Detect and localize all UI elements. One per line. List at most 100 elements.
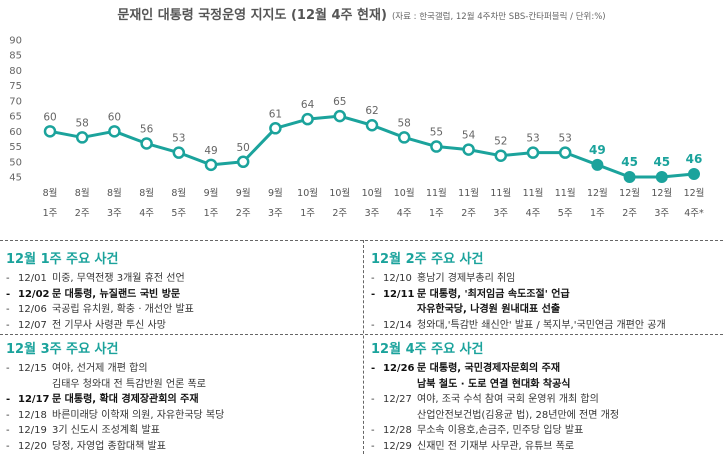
x-tick-week: 3주 [268,208,283,219]
event-item: -12/02 문 대통령, 뉴질랜드 국빈 방문 [6,287,358,303]
events-panel-title: 12월 1주 주요 사건 [6,252,119,267]
event-item: -12/29 신재민 전 기재부 사무관, 유튜브 폭로 [371,439,721,454]
data-label: 60 [43,111,56,123]
x-tick-week: 1주 [204,208,219,219]
y-tick-label: 45 [9,173,22,184]
event-bullet: - [371,288,376,300]
event-bullet: - [371,440,375,452]
data-label: 58 [398,117,411,129]
event-text-continued: 김태우 청와대 전 특감반원 언론 폭로 [52,378,206,390]
event-bullet: - [6,273,10,284]
event-item: -12/28 무소속 이용호,손금주, 민주당 입당 발표 [371,423,721,439]
event-bullet: - [371,394,375,405]
event-date: 12/06 [18,304,47,315]
event-text: 문 대통령, 확대 경제장관회의 주재 [52,394,199,405]
x-tick-week: 3주 [107,208,122,219]
x-tick-month: 10월 [329,187,350,199]
event-bullet: - [6,304,10,315]
data-label: 52 [494,136,507,148]
divider-vertical [363,240,364,454]
event-item: -12/14 청와대,'특감반 쇄신안' 발표 / 복지부,'국민연금 개편안 공… [371,318,721,334]
y-tick-label: 55 [9,142,22,153]
events-panel-week1: 12월 1주 주요 사건 -12/01 미중, 무역전쟁 3개월 휴전 선언 -12/… [6,248,358,333]
data-label: 53 [526,133,539,145]
event-item: -12/11 문 대통령, '최저임금 속도조절' 언급 [371,287,721,303]
event-text: 당정, 자영업 종합대책 발표 [52,440,166,452]
x-tick-week: 5주 [171,208,186,219]
event-bullet: - [6,319,10,331]
chart-header: 문재인 대통령 국정운영 지지도 (12월 4주 현재) (자료 : 한국갤럽,… [0,4,723,23]
x-tick-month: 12월 [587,187,608,199]
data-point [43,125,57,138]
x-tick-week: 4주 [526,208,541,219]
x-tick-month: 11월 [490,187,511,199]
data-point [623,171,636,183]
data-label: 55 [430,127,443,139]
events-panel-title: 12월 2주 주요 사건 [371,252,484,267]
data-point [655,171,668,183]
event-item: -12/17 문 대통령, 확대 경제장관회의 주재 [6,392,358,408]
event-date: 12/15 [18,363,47,374]
data-point [108,125,121,138]
data-label: 54 [462,130,476,142]
data-point [526,146,540,159]
event-date: 12/07 [18,319,47,331]
event-text: 청와대,'특감반 쇄신안' 발표 / 복지부,'국민연금 개편안 공개 [417,319,666,331]
event-item: -12/06 국공립 유치원, 확충 · 개선안 발표 [6,302,358,318]
event-date: 12/28 [383,425,412,436]
data-point [688,167,700,180]
event-item: -12/01 미중, 무역전쟁 3개월 휴전 선언 [6,271,358,287]
event-text: 문 대통령, '최저임금 속도조절' 언급 [417,288,570,300]
x-tick-month: 12월 [684,187,705,199]
data-point [430,140,443,153]
data-label: 61 [269,108,282,120]
events-panel-week4: 12월 4주 주요 사건 -12/26 문 대통령, 국민경제자문회의 주재 남북 철… [371,338,721,454]
event-text-continued: 자유한국당, 나경원 원내대표 선출 [417,304,561,315]
data-label: 49 [204,145,217,157]
y-tick-label: 75 [9,81,22,92]
event-item: -12/18 바른미래당 이학재 의원, 자유한국당 복당 [6,408,358,424]
event-bullet: - [6,288,11,300]
data-label: 60 [108,111,121,123]
event-text: 무소속 이용호,손금주, 민주당 입당 발표 [417,425,584,436]
event-text: 신재민 전 기재부 사무관, 유튜브 폭로 [417,440,575,452]
event-bullet: - [371,425,375,436]
event-item: -12/20 당정, 자영업 종합대책 발표 [6,439,358,454]
x-tick-week: 1주 [300,208,315,219]
event-date: 12/10 [383,273,412,284]
event-date: 12/26 [383,363,415,374]
x-tick-week: 2주 [236,208,251,219]
y-tick-label: 85 [9,51,22,62]
chart-source-note: (자료 : 한국갤럽, 12월 4주차만 SBS-칸타퍼블릭 / 단위:%) [391,12,606,22]
x-tick-week: 3주 [493,208,508,219]
x-tick-week: 4주* [684,208,704,219]
y-tick-label: 80 [9,66,22,77]
event-date: 12/17 [18,394,50,405]
event-date: 12/27 [383,394,412,405]
data-point [140,137,153,150]
y-tick-label: 90 [9,36,22,47]
x-tick-week: 2주 [622,208,637,219]
x-tick-week: 1주 [590,208,605,219]
x-tick-week: 2주 [461,208,476,219]
event-item: -12/07 전 기무사 사령관 투신 사망 [6,318,358,334]
approval-line-chart: 45 50 55 60 65 70 75 80 85 90 60 58 60 56 53 49 50 61 64 65… [9,36,705,220]
event-date: 12/20 [18,440,47,452]
data-label: 45 [653,155,670,169]
event-bullet: - [371,319,375,331]
event-text: 문 대통령, 뉴질랜드 국빈 방문 [52,288,181,300]
data-point [591,158,604,171]
events-panel-title: 12월 3주 주요 사건 [6,342,119,357]
data-label: 53 [559,133,572,145]
event-bullet: - [371,363,376,374]
x-tick-week: 1주 [43,208,58,219]
event-date: 12/18 [18,409,47,421]
data-point [301,112,314,126]
event-text: 3기 신도시 조성계획 발표 [52,425,160,436]
events-panel-week2: 12월 2주 주요 사건 -12/10 홍남기 경제부총리 취임 -12/11 문 대통… [371,248,721,333]
event-text-continued: 산업안전보건법(김용균 법), 28년만에 전면 개정 [417,409,620,421]
event-date: 12/14 [383,319,412,331]
x-tick-month: 10월 [394,187,415,199]
event-text: 국공립 유치원, 확충 · 개선안 발표 [52,304,194,315]
data-point [75,131,89,144]
